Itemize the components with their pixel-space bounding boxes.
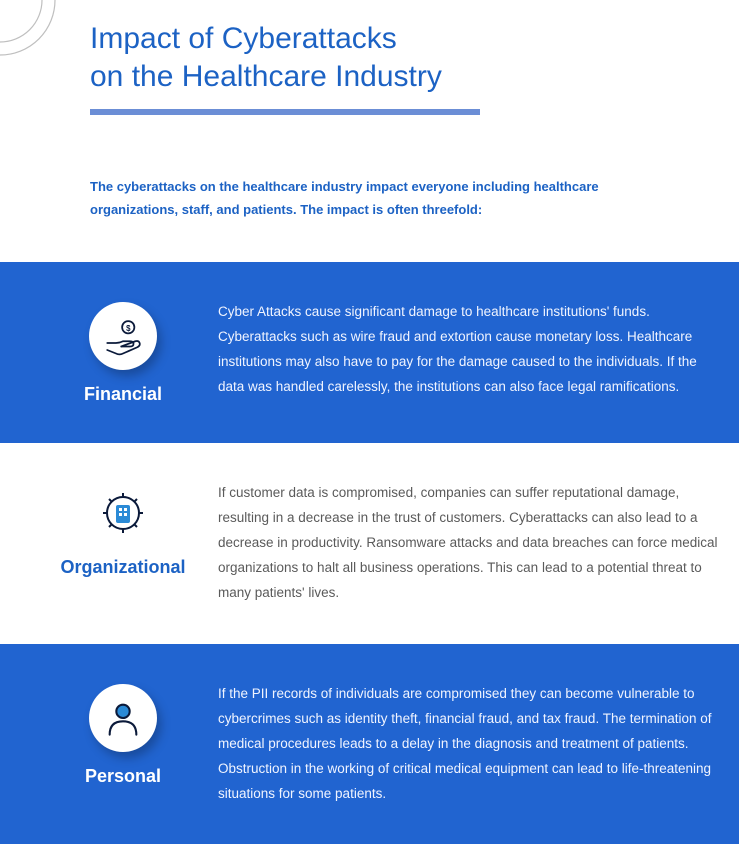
section-body: If customer data is compromised, compani… bbox=[218, 481, 729, 606]
hand-coin-icon: $ bbox=[102, 315, 144, 357]
icon-column: $ Financial bbox=[28, 300, 218, 405]
section-organizational: Organizational If customer data is compr… bbox=[0, 443, 739, 644]
section-label: Organizational bbox=[60, 557, 185, 578]
svg-text:$: $ bbox=[126, 324, 131, 333]
section-label: Financial bbox=[84, 384, 162, 405]
title-underline bbox=[90, 109, 480, 115]
section-financial: $ Financial Cyber Attacks cause signific… bbox=[0, 262, 739, 443]
icon-badge bbox=[93, 483, 153, 543]
section-personal: Personal If the PII records of individua… bbox=[0, 644, 739, 845]
section-body: If the PII records of individuals are co… bbox=[218, 682, 729, 807]
icon-badge: $ bbox=[89, 302, 157, 370]
title-line-2: on the Healthcare Industry bbox=[90, 60, 442, 93]
building-gear-icon bbox=[99, 489, 147, 537]
icon-column: Organizational bbox=[28, 481, 218, 578]
icon-column: Personal bbox=[28, 682, 218, 787]
title-line-1: Impact of Cyberattacks bbox=[90, 22, 397, 55]
person-icon bbox=[103, 698, 143, 738]
section-body: Cyber Attacks cause significant damage t… bbox=[218, 300, 729, 400]
intro-text: The cyberattacks on the healthcare indus… bbox=[0, 145, 739, 262]
icon-badge bbox=[89, 684, 157, 752]
section-label: Personal bbox=[85, 766, 161, 787]
page-title: Impact of Cyberattacks on the Healthcare… bbox=[90, 20, 739, 95]
